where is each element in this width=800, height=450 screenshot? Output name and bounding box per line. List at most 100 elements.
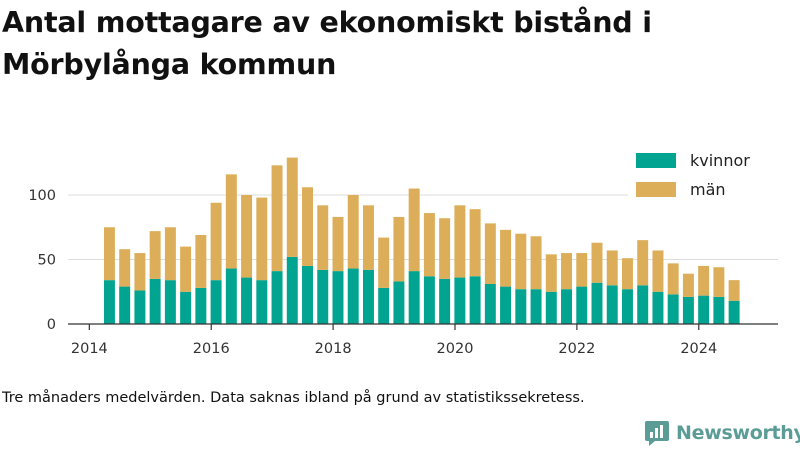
bar-kvinnor bbox=[393, 281, 405, 324]
bar-män bbox=[149, 231, 161, 279]
x-tick-label: 2020 bbox=[437, 341, 474, 357]
bar-män bbox=[561, 253, 573, 290]
bar-kvinnor bbox=[621, 289, 633, 324]
bar-män bbox=[362, 205, 374, 270]
bar-kvinnor bbox=[317, 269, 329, 324]
bar-kvinnor bbox=[347, 268, 359, 324]
bar-män bbox=[134, 253, 146, 291]
y-tick-label: 50 bbox=[38, 253, 56, 269]
x-tick-label: 2024 bbox=[680, 341, 717, 357]
bar-män bbox=[698, 265, 710, 296]
bar-män bbox=[606, 250, 618, 286]
bar-män bbox=[652, 250, 664, 292]
bar-kvinnor bbox=[682, 296, 694, 324]
x-tick-label: 2022 bbox=[558, 341, 595, 357]
bar-män bbox=[576, 253, 588, 287]
bar-män bbox=[393, 216, 405, 282]
bar-män bbox=[500, 229, 512, 287]
bar-män bbox=[378, 237, 390, 288]
bar-kvinnor bbox=[256, 280, 268, 324]
bar-kvinnor bbox=[561, 289, 573, 324]
bar-män bbox=[713, 267, 725, 297]
brand-name: Newsworthy bbox=[676, 422, 800, 444]
bar-kvinnor bbox=[484, 284, 496, 324]
bar-kvinnor bbox=[332, 271, 344, 324]
bar-män bbox=[195, 234, 207, 288]
y-tick-label: 100 bbox=[28, 188, 56, 204]
bar-män bbox=[530, 236, 542, 290]
bar-kvinnor bbox=[637, 285, 649, 324]
bar-kvinnor bbox=[286, 256, 298, 324]
bar-män bbox=[591, 242, 603, 283]
bar-kvinnor bbox=[728, 300, 740, 324]
bar-kvinnor bbox=[103, 280, 115, 324]
bar-män bbox=[256, 197, 268, 281]
legend-swatch-män bbox=[636, 182, 676, 197]
bar-män bbox=[180, 246, 192, 292]
bar-kvinnor bbox=[698, 295, 710, 324]
bar-kvinnor bbox=[149, 278, 161, 324]
bar-män bbox=[241, 195, 253, 278]
bar-kvinnor bbox=[545, 291, 557, 324]
bar-kvinnor bbox=[134, 290, 146, 324]
bar-kvinnor bbox=[241, 277, 253, 324]
bar-kvinnor bbox=[119, 286, 131, 324]
stacked-bar-chart: 0 50 100 2014 2016 2018 2020 2022 2024 kvinnor män bbox=[28, 151, 778, 357]
bar-kvinnor bbox=[469, 276, 481, 324]
bar-män bbox=[484, 223, 496, 285]
bar-män bbox=[423, 213, 435, 277]
bar-kvinnor bbox=[378, 287, 390, 324]
x-tick-label: 2018 bbox=[315, 341, 352, 357]
bar-kvinnor bbox=[164, 280, 176, 324]
bar-män bbox=[164, 227, 176, 281]
bar-kvinnor bbox=[530, 289, 542, 324]
bar-män bbox=[682, 273, 694, 297]
bar-män bbox=[103, 227, 115, 281]
bar-kvinnor bbox=[591, 282, 603, 324]
bar-kvinnor bbox=[515, 289, 527, 324]
bar-män bbox=[408, 188, 420, 272]
bar-män bbox=[439, 218, 451, 279]
bar-kvinnor bbox=[439, 278, 451, 324]
brand-logo[interactable]: Newsworthy bbox=[644, 418, 800, 448]
bar-män bbox=[332, 216, 344, 272]
bar-kvinnor bbox=[271, 271, 283, 324]
bar-män bbox=[286, 157, 298, 257]
bar-kvinnor bbox=[180, 291, 192, 324]
chart-title: Antal mottagare av ekonomiskt bistånd i … bbox=[2, 6, 652, 81]
bar-män bbox=[271, 165, 283, 272]
bar-män bbox=[347, 195, 359, 269]
bar-män bbox=[545, 254, 557, 292]
bar-män bbox=[667, 263, 679, 295]
bar-män bbox=[621, 258, 633, 290]
bar-män bbox=[728, 280, 740, 301]
bar-män bbox=[454, 205, 466, 278]
bar-män bbox=[317, 205, 329, 270]
x-tick-label: 2014 bbox=[71, 341, 108, 357]
bar-kvinnor bbox=[652, 291, 664, 324]
bar-män bbox=[469, 209, 481, 277]
bar-män bbox=[210, 202, 222, 281]
bar-kvinnor bbox=[500, 286, 512, 324]
bar-män bbox=[515, 233, 527, 290]
bar-kvinnor bbox=[423, 276, 435, 324]
y-tick-label: 0 bbox=[47, 317, 56, 333]
legend-swatch-kvinnor bbox=[636, 153, 676, 168]
bar-kvinnor bbox=[408, 271, 420, 324]
bar-kvinnor bbox=[667, 294, 679, 324]
bar-kvinnor bbox=[362, 269, 374, 324]
bar-kvinnor bbox=[454, 277, 466, 324]
bar-kvinnor bbox=[225, 268, 237, 324]
bar-kvinnor bbox=[302, 265, 313, 324]
bar-män bbox=[119, 249, 131, 287]
x-tick-label: 2016 bbox=[193, 341, 230, 357]
bar-kvinnor bbox=[576, 286, 588, 324]
legend-label-kvinnor: kvinnor bbox=[690, 151, 750, 170]
bar-kvinnor bbox=[606, 285, 618, 324]
bar-män bbox=[302, 187, 313, 266]
newsworthy-logo-icon bbox=[645, 421, 669, 446]
bar-kvinnor bbox=[210, 280, 222, 324]
bar-män bbox=[637, 240, 649, 286]
footnote: Tre månaders medelvärden. Data saknas ib… bbox=[2, 390, 585, 406]
bar-kvinnor bbox=[713, 296, 725, 324]
